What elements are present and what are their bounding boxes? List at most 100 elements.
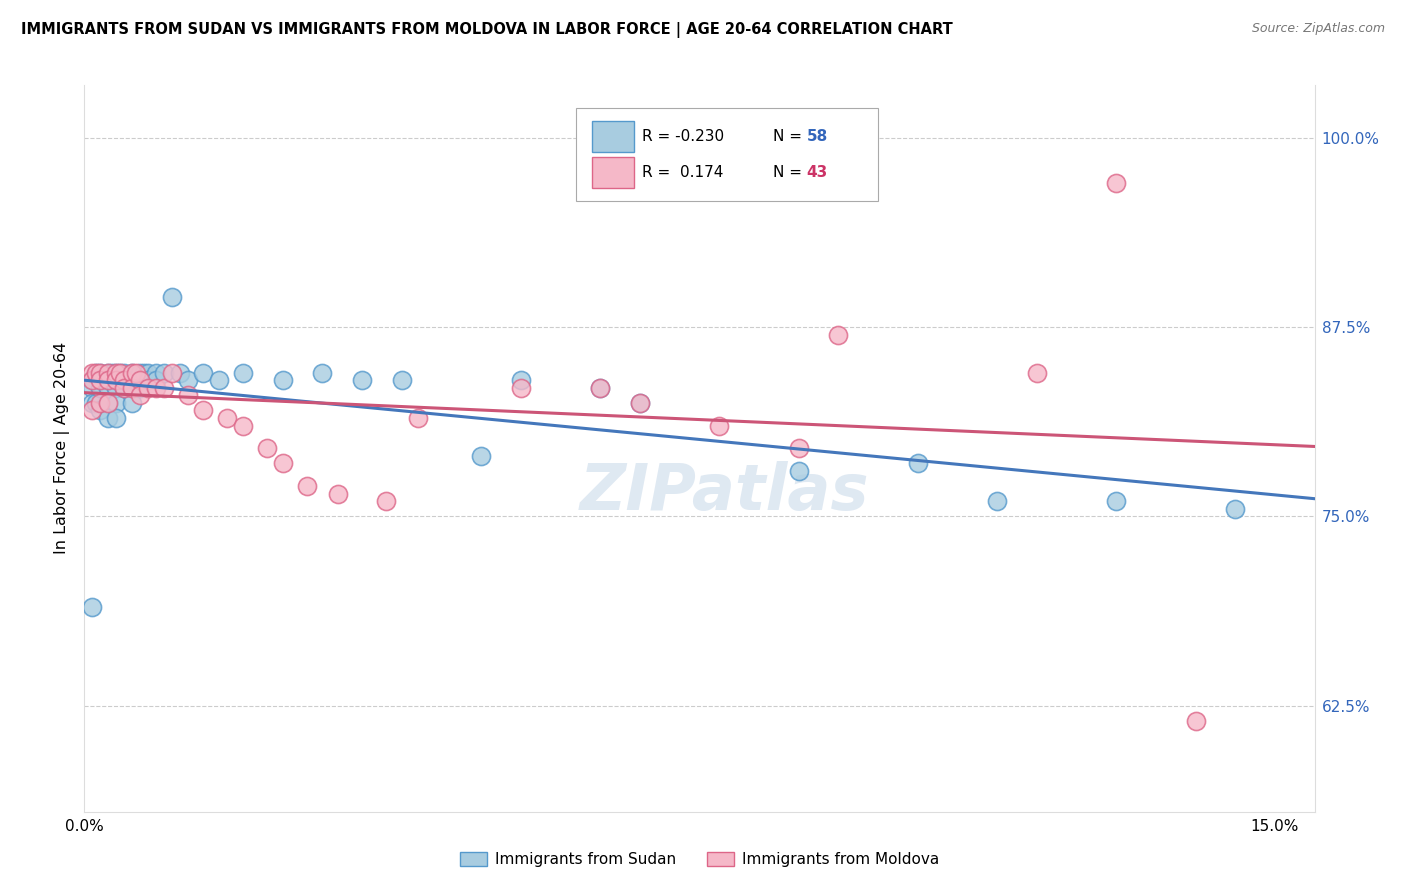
Legend: Immigrants from Sudan, Immigrants from Moldova: Immigrants from Sudan, Immigrants from M… [454, 846, 945, 873]
Point [589, 381, 612, 395]
Point [82, 373, 104, 387]
Point [105, 366, 128, 380]
Point [121, 381, 143, 395]
Point [391, 373, 413, 387]
Point [328, 486, 350, 500]
Point [121, 381, 143, 395]
Point [1025, 366, 1047, 380]
Point [136, 366, 159, 380]
Point [129, 373, 152, 387]
Point [375, 494, 398, 508]
Point [97, 396, 120, 410]
Point [125, 366, 148, 380]
Point [82, 373, 104, 387]
Point [82, 381, 104, 395]
Text: ZIPatlas: ZIPatlas [579, 461, 869, 523]
Point [827, 327, 849, 342]
Point [1225, 501, 1247, 516]
Point [136, 381, 159, 395]
Point [787, 441, 810, 455]
Point [121, 366, 143, 380]
Point [89, 396, 111, 410]
Point [232, 418, 254, 433]
Point [82, 366, 104, 380]
Point [136, 373, 159, 387]
Point [1184, 714, 1206, 728]
Point [112, 366, 135, 380]
Point [108, 366, 131, 380]
Point [82, 396, 104, 410]
Point [112, 373, 135, 387]
Text: 58: 58 [807, 128, 828, 144]
Point [117, 373, 139, 387]
Point [105, 373, 128, 387]
Point [105, 366, 128, 380]
Point [589, 381, 612, 395]
Point [121, 373, 143, 387]
Point [97, 411, 120, 425]
Point [256, 441, 278, 455]
FancyBboxPatch shape [576, 108, 877, 201]
Point [176, 388, 198, 402]
Point [217, 411, 239, 425]
Point [112, 381, 135, 395]
Point [112, 381, 135, 395]
Text: N =: N = [773, 128, 807, 144]
Point [105, 396, 128, 410]
Point [152, 381, 174, 395]
Point [470, 449, 492, 463]
Point [160, 366, 183, 380]
Point [145, 381, 167, 395]
Point [97, 366, 120, 380]
Point [193, 403, 215, 417]
Point [709, 418, 731, 433]
Point [406, 411, 429, 425]
Point [82, 403, 104, 417]
Point [193, 366, 215, 380]
Point [105, 411, 128, 425]
Point [89, 373, 111, 387]
Point [295, 479, 318, 493]
Point [628, 396, 651, 410]
Point [82, 600, 104, 615]
Point [129, 366, 152, 380]
Point [121, 366, 143, 380]
Text: Source: ZipAtlas.com: Source: ZipAtlas.com [1251, 22, 1385, 36]
Point [84, 366, 107, 380]
Point [121, 396, 143, 410]
Point [129, 388, 152, 402]
Point [89, 373, 111, 387]
Point [145, 373, 167, 387]
Point [97, 381, 120, 395]
Point [84, 366, 107, 380]
Point [89, 366, 111, 380]
FancyBboxPatch shape [592, 121, 634, 152]
Point [271, 373, 294, 387]
Text: 43: 43 [807, 165, 828, 180]
Point [129, 373, 152, 387]
Point [89, 366, 111, 380]
Point [352, 373, 374, 387]
Point [97, 373, 120, 387]
Point [101, 366, 124, 380]
Text: R =  0.174: R = 0.174 [641, 165, 723, 180]
Point [509, 381, 531, 395]
Point [132, 366, 155, 380]
FancyBboxPatch shape [592, 158, 634, 188]
Point [105, 373, 128, 387]
Point [97, 396, 120, 410]
Point [108, 366, 131, 380]
Point [129, 381, 152, 395]
Point [986, 494, 1008, 508]
Point [628, 396, 651, 410]
Point [89, 381, 111, 395]
Point [152, 366, 174, 380]
Y-axis label: In Labor Force | Age 20-64: In Labor Force | Age 20-64 [55, 343, 70, 554]
Text: N =: N = [773, 165, 807, 180]
Point [787, 464, 810, 478]
Point [509, 373, 531, 387]
Text: R = -0.230: R = -0.230 [641, 128, 724, 144]
Point [112, 373, 135, 387]
Point [169, 366, 191, 380]
Point [1105, 176, 1128, 190]
